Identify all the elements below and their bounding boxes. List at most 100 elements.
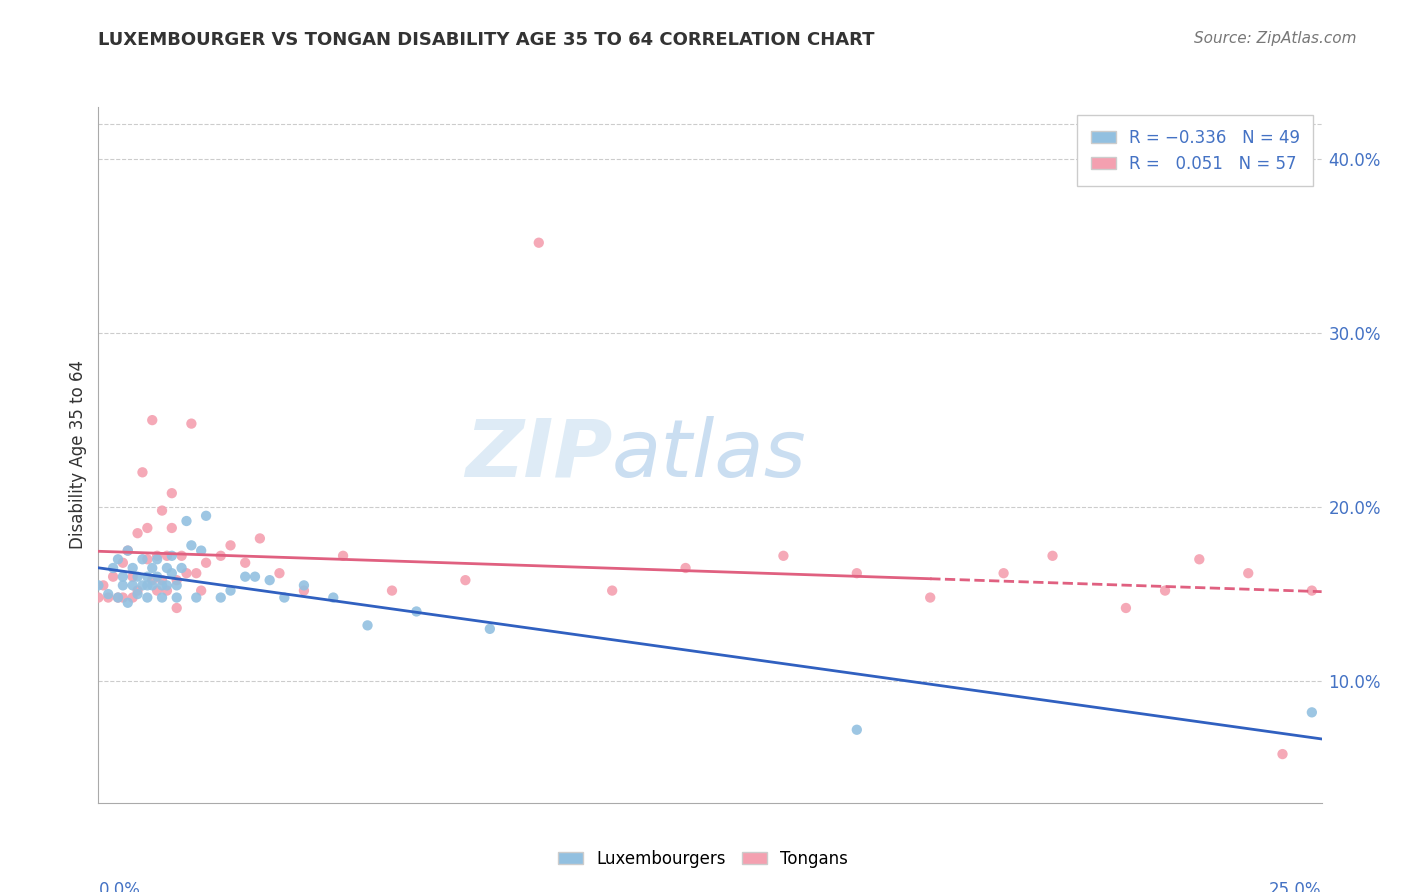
Point [233,569,256,583]
Point [127,526,149,541]
Point [170,561,193,575]
Point [117,543,139,558]
Point [87,591,110,605]
Point [150,578,173,592]
Point [131,466,153,480]
Point [131,552,153,566]
Text: 0.0%: 0.0% [98,881,141,892]
Point [150,503,173,517]
Point [195,508,218,523]
Point [111,569,134,583]
Point [1115,601,1137,615]
Point [1320,566,1343,581]
Point [136,552,159,566]
Point [146,569,169,583]
Point [127,583,149,598]
Point [170,549,193,563]
Point [121,569,143,583]
Point [141,561,163,575]
Point [121,591,143,605]
Point [160,521,183,535]
Point [219,538,242,552]
Point [190,583,212,598]
Point [249,532,271,546]
Point [121,578,143,592]
Y-axis label: Disability Age 35 to 64: Disability Age 35 to 64 [69,360,87,549]
Point [166,591,188,605]
Text: 25.0%: 25.0% [1270,881,1322,892]
Point [176,566,198,581]
Point [117,596,139,610]
Point [233,556,256,570]
Point [101,569,124,583]
Point [243,569,266,583]
Point [845,723,868,737]
Text: Source: ZipAtlas.com: Source: ZipAtlas.com [1194,31,1357,46]
Point [405,605,427,619]
Point [111,556,134,570]
Point [156,583,179,598]
Point [121,561,143,575]
Point [131,578,153,592]
Point [166,578,188,592]
Point [150,591,173,605]
Point [111,591,134,605]
Point [146,549,169,563]
Point [292,578,315,592]
Point [675,561,697,575]
Point [180,417,202,431]
Point [160,486,183,500]
Point [160,549,183,563]
Point [195,556,218,570]
Point [322,591,344,605]
Point [91,578,114,592]
Point [292,583,315,598]
Point [600,583,623,598]
Point [478,622,501,636]
Legend: R = −0.336   N = 49, R =   0.051   N = 57: R = −0.336 N = 49, R = 0.051 N = 57 [1077,115,1313,186]
Point [993,566,1015,581]
Point [87,578,110,592]
Point [381,583,404,598]
Point [1271,747,1294,761]
Point [136,578,159,592]
Point [527,235,550,250]
Point [273,591,295,605]
Point [136,591,159,605]
Point [101,561,124,575]
Point [209,549,232,563]
Point [107,591,129,605]
Point [127,587,149,601]
Point [136,521,159,535]
Point [1301,583,1323,598]
Point [454,573,477,587]
Point [156,549,179,563]
Point [1042,549,1064,563]
Point [1301,706,1323,720]
Text: ZIP: ZIP [465,416,612,494]
Text: atlas: atlas [612,416,807,494]
Point [146,583,169,598]
Point [772,549,794,563]
Point [920,591,942,605]
Point [97,591,120,605]
Point [127,569,149,583]
Point [166,573,188,587]
Point [190,543,212,558]
Point [176,514,198,528]
Point [356,618,378,632]
Point [845,566,868,581]
Point [97,587,120,601]
Point [186,566,208,581]
Point [111,578,134,592]
Point [332,549,354,563]
Point [259,573,281,587]
Legend: Luxembourgers, Tongans: Luxembourgers, Tongans [551,844,855,875]
Point [180,538,202,552]
Point [269,566,291,581]
Point [141,413,163,427]
Point [1154,583,1177,598]
Point [107,552,129,566]
Point [156,578,179,592]
Point [160,566,183,581]
